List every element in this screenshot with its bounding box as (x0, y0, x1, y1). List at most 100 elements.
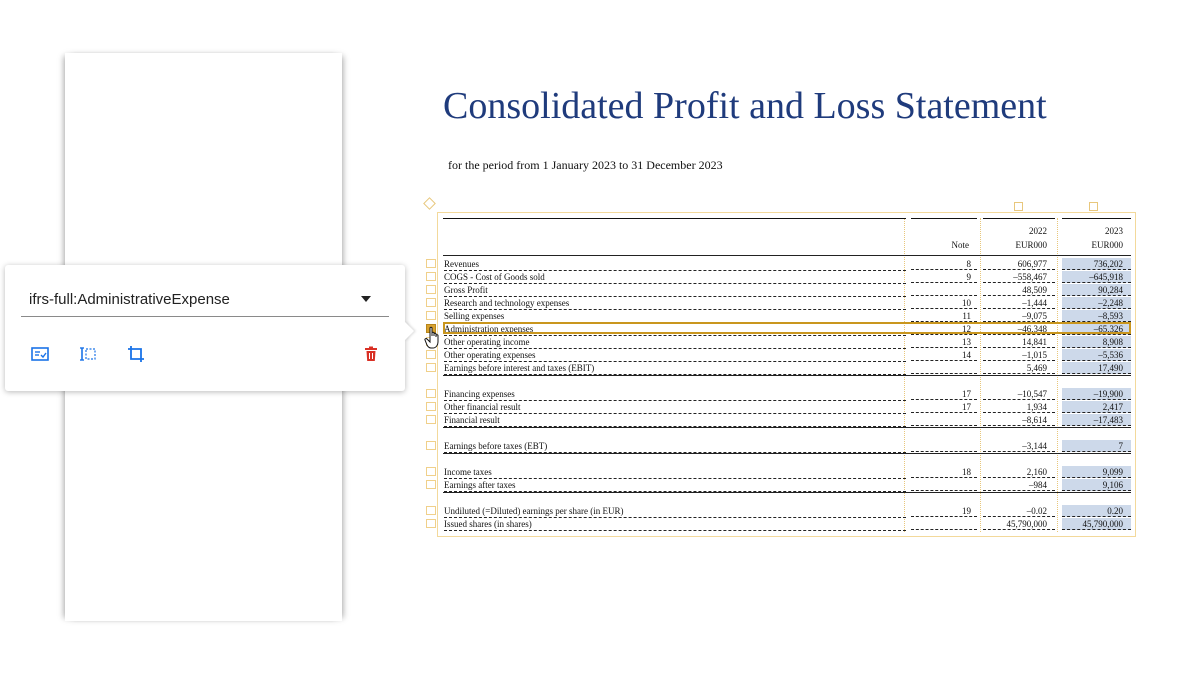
table-row[interactable]: Selling expenses 11 –9,075 –8,593 (426, 310, 1131, 323)
table-row[interactable]: Earnings before taxes (EBT) –3,144 7 (426, 440, 1131, 453)
table-anchor-handle[interactable] (423, 197, 436, 210)
row-tag-checkbox[interactable] (426, 519, 436, 528)
row-value-2023[interactable]: 8,908 (1062, 336, 1131, 348)
row-label[interactable]: Other financial result (444, 401, 906, 414)
table-row[interactable]: Income taxes 18 2,160 9,099 (426, 466, 1131, 479)
row-tag-checkbox[interactable] (426, 441, 436, 450)
table-row[interactable]: Revenues 8 606,977 736,202 (426, 258, 1131, 271)
row-label[interactable]: Selling expenses (444, 310, 906, 323)
row-value-2023[interactable]: 90,284 (1062, 284, 1131, 296)
row-tag-checkbox[interactable] (426, 480, 436, 489)
row-tag-checkbox[interactable] (426, 285, 436, 294)
row-label[interactable]: Gross Profit (444, 284, 906, 297)
row-note[interactable]: 11 (911, 310, 977, 322)
table-row[interactable]: Other operating expenses 14 –1,015 –5,536 (426, 349, 1131, 362)
table-row[interactable]: Financial result –8,614 –17,483 (426, 414, 1131, 427)
row-note[interactable] (911, 518, 977, 530)
row-value-2022[interactable]: –558,467 (983, 271, 1055, 283)
crop-button[interactable] (125, 344, 147, 364)
row-tag-checkbox[interactable] (426, 467, 436, 476)
table-row[interactable]: Research and technology expenses 10 –1,444… (426, 297, 1131, 310)
table-row[interactable]: Other operating income 13 14,841 8,908 (426, 336, 1131, 349)
row-note[interactable] (911, 479, 977, 491)
row-label[interactable]: Other operating income (444, 336, 906, 349)
row-label[interactable]: Revenues (444, 258, 906, 271)
row-value-2023[interactable]: 2,417 (1062, 401, 1131, 413)
row-note[interactable]: 18 (911, 466, 977, 478)
row-label[interactable]: Earnings before taxes (EBT) (444, 440, 906, 453)
table-row[interactable]: Gross Profit 48,509 90,284 (426, 284, 1131, 297)
column-handle-2023[interactable] (1089, 202, 1098, 211)
row-value-2022[interactable]: 45,790,000 (983, 518, 1055, 530)
row-tag-checkbox[interactable] (426, 506, 436, 515)
column-handle-2022[interactable] (1014, 202, 1023, 211)
row-value-2022[interactable]: 1,934 (983, 401, 1055, 413)
row-label[interactable]: Administration expenses (444, 323, 906, 336)
row-note[interactable] (911, 440, 977, 452)
row-tag-checkbox[interactable] (426, 363, 436, 372)
row-value-2022[interactable]: 5,469 (983, 362, 1055, 374)
table-row[interactable]: Issued shares (in shares) 45,790,000 45,79… (426, 518, 1131, 531)
row-value-2022[interactable]: –0.02 (983, 505, 1055, 517)
row-value-2023[interactable]: –19,900 (1062, 388, 1131, 400)
row-tag-checkbox[interactable] (426, 350, 436, 359)
row-value-2023[interactable]: 45,790,000 (1062, 518, 1131, 530)
row-value-2023[interactable]: –2,248 (1062, 297, 1131, 309)
row-label[interactable]: Issued shares (in shares) (444, 518, 906, 531)
dropdown-arrow-icon[interactable] (361, 296, 371, 302)
row-label[interactable]: Earnings after taxes (444, 479, 906, 492)
row-note[interactable]: 17 (911, 401, 977, 413)
table-row[interactable]: COGS - Cost of Goods sold 9 –558,467 –645,9… (426, 271, 1131, 284)
row-tag-checkbox[interactable] (426, 272, 436, 281)
row-value-2023[interactable]: 9,106 (1062, 479, 1131, 491)
table-row[interactable]: Administration expenses 12 –46,348 –65,326 (426, 322, 1131, 336)
row-tag-checkbox[interactable] (426, 311, 436, 320)
fact-details-button[interactable] (29, 344, 51, 364)
row-tag-checkbox[interactable] (426, 298, 436, 307)
row-label[interactable]: Research and technology expenses (444, 297, 906, 310)
text-select-button[interactable] (77, 344, 99, 364)
table-row[interactable]: Earnings before interest and taxes (EBIT… (426, 362, 1131, 375)
row-value-2022[interactable]: 48,509 (983, 284, 1055, 296)
row-label[interactable]: Income taxes (444, 466, 906, 479)
row-note[interactable]: 10 (911, 297, 977, 309)
row-value-2023[interactable]: 736,202 (1062, 258, 1131, 270)
row-label[interactable]: Financial result (444, 414, 906, 427)
row-value-2022[interactable]: –8,614 (983, 414, 1055, 426)
row-note[interactable]: 17 (911, 388, 977, 400)
row-label[interactable]: COGS - Cost of Goods sold (444, 271, 906, 284)
row-value-2023[interactable]: –17,483 (1062, 414, 1131, 426)
delete-button[interactable] (360, 344, 382, 364)
row-note[interactable] (911, 284, 977, 296)
row-value-2023[interactable]: –5,536 (1062, 349, 1131, 361)
row-note[interactable]: 8 (911, 258, 977, 270)
row-tag-checkbox[interactable] (426, 259, 436, 268)
row-note[interactable]: 13 (911, 336, 977, 348)
row-value-2022[interactable]: 14,841 (983, 336, 1055, 348)
row-note[interactable]: 9 (911, 271, 977, 283)
row-value-2022[interactable]: –10,547 (983, 388, 1055, 400)
row-value-2023[interactable]: 0.20 (1062, 505, 1131, 517)
row-label[interactable]: Undiluted (=Diluted) earnings per share … (444, 505, 906, 518)
row-value-2023[interactable]: 9,099 (1062, 466, 1131, 478)
row-tag-checkbox[interactable] (426, 415, 436, 424)
row-value-2022[interactable]: 2,160 (983, 466, 1055, 478)
row-label[interactable]: Earnings before interest and taxes (EBIT… (444, 362, 906, 375)
concept-dropdown[interactable]: ifrs-full:AdministrativeExpense (21, 283, 389, 317)
table-row[interactable]: Financing expenses 17 –10,547 –19,900 (426, 388, 1131, 401)
row-tag-checkbox[interactable] (426, 389, 436, 398)
row-note[interactable] (911, 362, 977, 374)
row-value-2022[interactable]: –46,348 (983, 323, 1055, 335)
row-label[interactable]: Financing expenses (444, 388, 906, 401)
row-note[interactable] (911, 414, 977, 426)
row-note[interactable]: 14 (911, 349, 977, 361)
row-note[interactable]: 19 (911, 505, 977, 517)
row-value-2023[interactable]: –8,593 (1062, 310, 1131, 322)
row-value-2022[interactable]: 606,977 (983, 258, 1055, 270)
row-value-2022[interactable]: –3,144 (983, 440, 1055, 452)
table-row[interactable]: Earnings after taxes –984 9,106 (426, 479, 1131, 492)
row-label[interactable]: Other operating expenses (444, 349, 906, 362)
row-tag-checkbox[interactable] (426, 402, 436, 411)
table-row[interactable]: Other financial result 17 1,934 2,417 (426, 401, 1131, 414)
row-note[interactable]: 12 (911, 323, 977, 335)
